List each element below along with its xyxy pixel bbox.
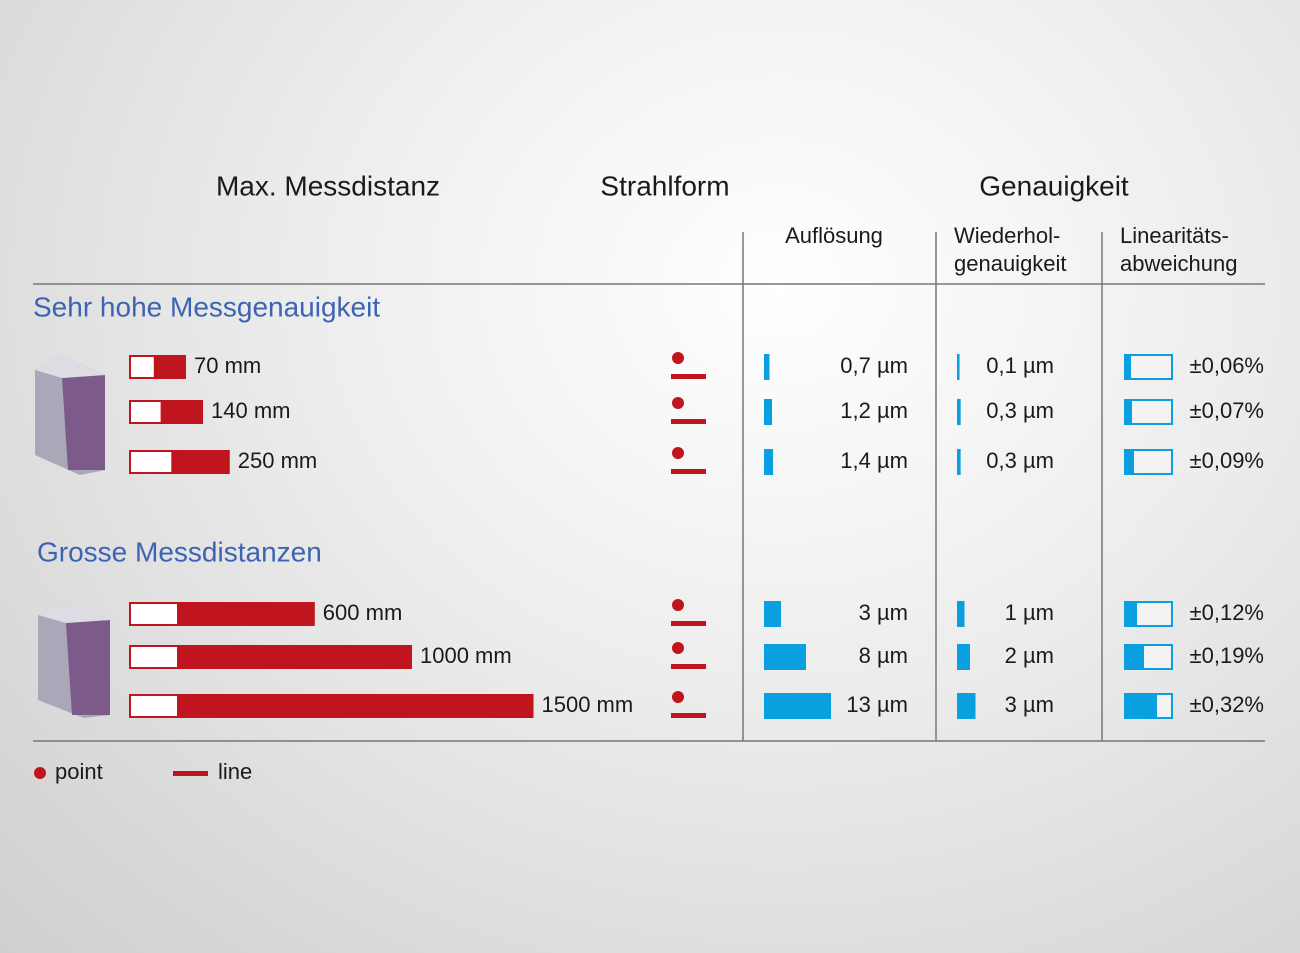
beam-line: [671, 713, 706, 718]
repeatability-label: 0,3 µm: [986, 448, 1054, 473]
repeatability-label: 2 µm: [1005, 643, 1054, 668]
resolution-label: 0,7 µm: [840, 353, 908, 378]
distance-bar-cap: [131, 647, 177, 667]
resolution-bar: [764, 601, 781, 627]
table-lines: [33, 232, 1265, 742]
linearity-box: [1124, 399, 1173, 425]
resolution-label: 8 µm: [859, 643, 908, 668]
repeatability-bar: [957, 354, 960, 380]
beam-line: [671, 664, 706, 669]
legend-label: point: [55, 759, 103, 784]
repeatability-label: 0,1 µm: [986, 353, 1054, 378]
header: Max. Messdistanz: [216, 170, 440, 201]
distance-label: 250 mm: [238, 448, 317, 473]
repeatability-bar: [957, 644, 970, 670]
linearity-bar: [1125, 450, 1134, 474]
distance-bar: [129, 694, 534, 718]
resolution-bar: [764, 354, 770, 380]
linearity-label: ±0,19%: [1190, 643, 1264, 668]
beam-point: [672, 599, 684, 611]
beam-point: [672, 397, 684, 409]
subheader: Wiederhol-: [954, 223, 1060, 248]
resolution-label: 1,2 µm: [840, 398, 908, 423]
subheader: Linearitäts-: [1120, 223, 1229, 248]
beam-point: [672, 352, 684, 364]
repeatability-bar: [957, 693, 976, 719]
linearity-label: ±0,07%: [1190, 398, 1264, 423]
sensor-image: [38, 600, 110, 718]
resolution-bar: [764, 399, 772, 425]
resolution-bar: [764, 449, 773, 475]
resolution-bar: [764, 693, 831, 719]
linearity-label: ±0,06%: [1190, 353, 1264, 378]
resolution-label: 13 µm: [846, 692, 908, 717]
group-title: Grosse Messdistanzen: [37, 536, 322, 567]
legend-line: [173, 771, 208, 776]
distance-bar-cap: [131, 402, 161, 422]
legend-point: [34, 767, 46, 779]
resolution-bar: [764, 644, 806, 670]
distance-bar-cap: [131, 452, 172, 472]
beam-line: [671, 419, 706, 424]
beam-point: [672, 691, 684, 703]
beam-point: [672, 642, 684, 654]
header: Genauigkeit: [979, 170, 1129, 201]
linearity-label: ±0,32%: [1190, 692, 1264, 717]
beam-point: [672, 447, 684, 459]
resolution-label: 1,4 µm: [840, 448, 908, 473]
linearity-label: ±0,09%: [1190, 448, 1264, 473]
repeatability-bar: [957, 399, 961, 425]
subheader: genauigkeit: [954, 251, 1067, 276]
linearity-bar: [1125, 602, 1137, 626]
linearity-box: [1124, 354, 1173, 380]
header: Strahlform: [600, 170, 729, 201]
group-title: Sehr hohe Messgenauigkeit: [33, 291, 380, 322]
repeatability-bar: [957, 449, 961, 475]
repeatability-label: 3 µm: [1005, 692, 1054, 717]
subheader: abweichung: [1120, 251, 1237, 276]
linearity-bar: [1125, 355, 1131, 379]
distance-label: 1000 mm: [420, 643, 512, 668]
distance-bar-cap: [131, 696, 177, 716]
linearity-bar: [1125, 645, 1144, 669]
distance-label: 70 mm: [194, 353, 261, 378]
resolution-label: 3 µm: [859, 600, 908, 625]
linearity-bar: [1125, 400, 1132, 424]
legend-label: line: [218, 759, 252, 784]
distance-bar-cap: [131, 604, 177, 624]
linearity-bar: [1125, 694, 1157, 718]
subheader: Auflösung: [785, 223, 883, 248]
distance-label: 1500 mm: [542, 692, 634, 717]
distance-label: 600 mm: [323, 600, 402, 625]
distance-bar-cap: [131, 357, 154, 377]
linearity-label: ±0,12%: [1190, 600, 1264, 625]
repeatability-label: 0,3 µm: [986, 398, 1054, 423]
distance-label: 140 mm: [211, 398, 290, 423]
sensor-image: [35, 355, 105, 475]
beam-line: [671, 469, 706, 474]
beam-line: [671, 374, 706, 379]
repeatability-label: 1 µm: [1005, 600, 1054, 625]
repeatability-bar: [957, 601, 965, 627]
beam-line: [671, 621, 706, 626]
